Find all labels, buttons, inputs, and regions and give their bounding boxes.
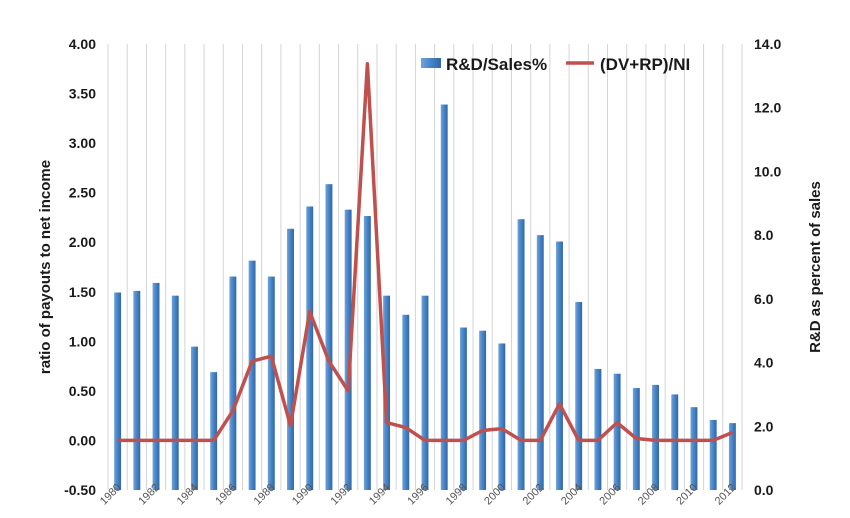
series-line bbox=[117, 62, 734, 443]
bar bbox=[594, 368, 602, 490]
bar bbox=[152, 282, 160, 490]
bar bbox=[248, 260, 256, 490]
bar bbox=[728, 423, 736, 490]
y-right-tick-label: 4.0 bbox=[754, 355, 774, 371]
y-right-axis-title: R&D as percent of sales bbox=[807, 181, 824, 353]
y-right-tick-label: 12.0 bbox=[754, 100, 781, 116]
bar bbox=[133, 290, 141, 490]
bar bbox=[210, 372, 218, 490]
bar bbox=[171, 295, 179, 490]
y-left-tick-label: 3.50 bbox=[69, 86, 96, 102]
bar bbox=[267, 276, 275, 490]
bar bbox=[671, 394, 679, 490]
y-left-tick-label: 2.00 bbox=[69, 234, 96, 250]
legend-label: R&D/Sales% bbox=[446, 55, 547, 74]
bar bbox=[440, 104, 448, 491]
legend-bar-swatch bbox=[421, 58, 441, 68]
y-left-tick-label: 4.00 bbox=[69, 36, 96, 52]
y-right-tick-label: 0.0 bbox=[754, 482, 774, 498]
y-right-tick-label: 8.0 bbox=[754, 227, 774, 243]
y-right-tick-label: 14.0 bbox=[754, 36, 781, 52]
bar bbox=[690, 407, 698, 490]
bar bbox=[114, 292, 122, 490]
bar bbox=[479, 330, 487, 490]
bar bbox=[306, 206, 314, 490]
bar bbox=[363, 216, 371, 490]
bar bbox=[459, 327, 467, 490]
bar bbox=[517, 219, 525, 490]
bar bbox=[556, 241, 563, 490]
bar bbox=[709, 419, 717, 490]
y-right-tick-label: 10.0 bbox=[754, 163, 781, 179]
bar bbox=[498, 343, 506, 490]
bar bbox=[344, 209, 352, 490]
y-right-tick-label: 6.0 bbox=[754, 291, 774, 307]
y-left-tick-label: 1.00 bbox=[69, 333, 96, 349]
y-left-tick-label: 2.50 bbox=[69, 185, 96, 201]
bar bbox=[421, 295, 429, 490]
bar bbox=[325, 184, 333, 490]
y-left-tick-label: 3.00 bbox=[69, 135, 96, 151]
y-left-tick-label: 0.50 bbox=[69, 383, 96, 399]
bar bbox=[287, 228, 294, 490]
bar bbox=[229, 276, 237, 490]
y-left-tick-label: 1.50 bbox=[69, 284, 96, 300]
y-left-tick-label: 0.00 bbox=[69, 432, 96, 448]
bar bbox=[652, 384, 660, 490]
bar bbox=[190, 346, 198, 490]
bar bbox=[536, 235, 544, 490]
y-left-tick-label: -0.50 bbox=[64, 482, 96, 498]
y-left-axis-title: ratio of payouts to net income bbox=[37, 160, 54, 374]
y-right-tick-label: 2.0 bbox=[754, 418, 774, 434]
bar bbox=[402, 314, 410, 490]
legend-label: (DV+RP)/NI bbox=[600, 55, 690, 74]
bar bbox=[575, 302, 583, 490]
bar bbox=[613, 373, 621, 490]
